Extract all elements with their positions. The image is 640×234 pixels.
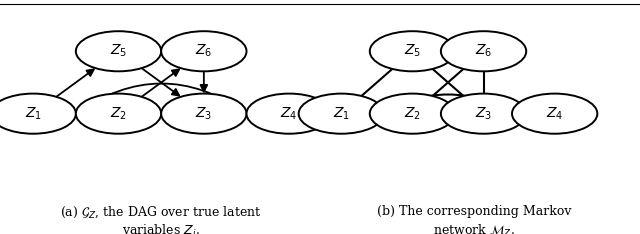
Circle shape	[441, 94, 526, 134]
Circle shape	[161, 94, 246, 134]
Text: $Z_5$: $Z_5$	[404, 43, 421, 59]
Circle shape	[512, 94, 597, 134]
Text: $Z_2$: $Z_2$	[404, 106, 421, 122]
Text: network $\mathcal{M}_Z$.: network $\mathcal{M}_Z$.	[433, 223, 515, 234]
Circle shape	[0, 94, 76, 134]
Text: $Z_6$: $Z_6$	[475, 43, 492, 59]
Text: (b) The corresponding Markov: (b) The corresponding Markov	[377, 205, 572, 218]
Circle shape	[370, 94, 455, 134]
Text: (a) $\mathcal{G}_Z$, the DAG over true latent: (a) $\mathcal{G}_Z$, the DAG over true l…	[60, 205, 262, 220]
Text: $Z_4$: $Z_4$	[546, 106, 563, 122]
Circle shape	[299, 94, 384, 134]
Circle shape	[76, 94, 161, 134]
Text: variables $Z_i$.: variables $Z_i$.	[122, 223, 200, 234]
Circle shape	[76, 31, 161, 71]
Text: $Z_6$: $Z_6$	[195, 43, 212, 59]
Text: $Z_4$: $Z_4$	[280, 106, 298, 122]
FancyArrowPatch shape	[387, 95, 509, 112]
Text: $Z_1$: $Z_1$	[25, 106, 42, 122]
Text: $Z_2$: $Z_2$	[110, 106, 127, 122]
Circle shape	[246, 94, 332, 134]
Circle shape	[161, 31, 246, 71]
Text: $Z_3$: $Z_3$	[475, 106, 492, 122]
Text: $Z_1$: $Z_1$	[333, 106, 350, 122]
Circle shape	[370, 31, 455, 71]
Text: $Z_5$: $Z_5$	[110, 43, 127, 59]
Circle shape	[441, 31, 526, 71]
Text: $Z_3$: $Z_3$	[195, 106, 212, 122]
